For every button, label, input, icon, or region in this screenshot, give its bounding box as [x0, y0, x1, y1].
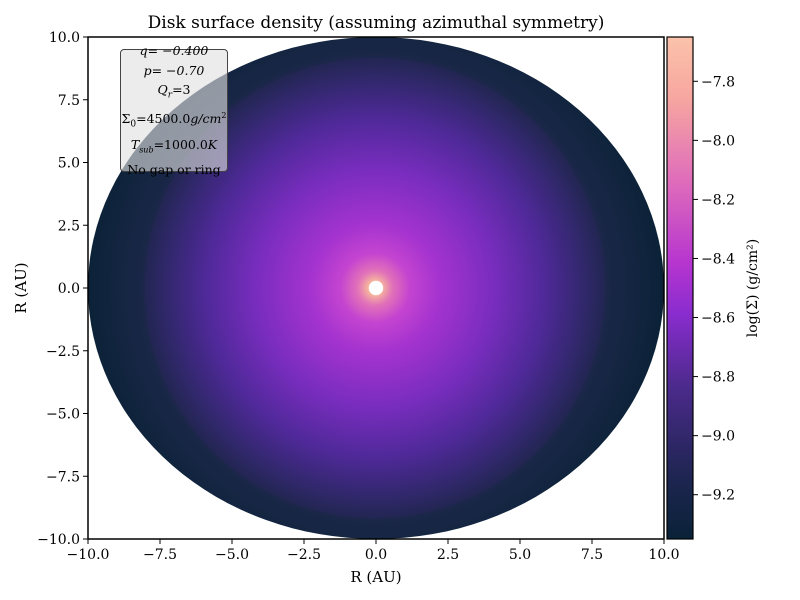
y-axis-label: R (AU): [12, 262, 30, 313]
y-tick-label: 7.5: [58, 93, 80, 109]
y-tick-label: −7.5: [46, 469, 80, 485]
y-axis-ticks: 10.0 7.5 5.0 2.5 0.0 −2.5 −5.0 −7.5 −10.0: [37, 30, 88, 548]
x-tick-label: 7.5: [581, 547, 603, 563]
x-tick-label: 5.0: [509, 547, 531, 563]
y-tick-label: −5.0: [46, 407, 80, 423]
param-sigma0: Σ0=4500.0g/cm2: [121, 111, 227, 130]
colorbar-tick-label: −8.8: [701, 370, 735, 386]
y-tick-label: 10.0: [49, 30, 80, 46]
param-tsub: Tsub=1000.0K: [130, 137, 218, 155]
plot-area: [88, 37, 664, 539]
colorbar-tick-label: −8.0: [701, 133, 735, 149]
colorbar-label: log(Σ) (g/cm²): [745, 239, 761, 337]
chart-title: Disk surface density (assuming azimuthal…: [148, 13, 605, 33]
colorbar-tick-label: −8.6: [701, 311, 735, 327]
param-q: q= −0.400: [139, 43, 209, 59]
param-note: No gap or ring: [127, 162, 221, 178]
param-p: p= −0.70: [143, 62, 205, 78]
y-tick-label: −10.0: [37, 532, 80, 548]
parameter-box: q= −0.400 p= −0.70 Qr=3 Σ0=4500.0g/cm2 T…: [120, 43, 228, 177]
colorbar-ticks: −7.8 −8.0 −8.2 −8.4 −8.6 −8.8 −9.0 −9.2: [693, 74, 735, 504]
param-qr: Qr=3: [157, 82, 191, 101]
colorbar-tick-label: −8.4: [701, 251, 735, 267]
x-tick-label: 0.0: [365, 547, 387, 563]
y-tick-label: −2.5: [46, 344, 80, 360]
x-axis-ticks: −10.0 −7.5 −5.0 −2.5 0.0 2.5 5.0 7.5 10.0: [67, 539, 680, 563]
colorbar-tick-label: −9.2: [701, 488, 735, 504]
x-tick-label: −7.5: [143, 547, 177, 563]
colorbar-tick-label: −7.8: [701, 74, 735, 90]
y-tick-label: 5.0: [58, 156, 80, 172]
inner-hole: [368, 280, 384, 296]
y-tick-label: 2.5: [58, 218, 80, 234]
colorbar-tick-label: −9.0: [701, 429, 735, 445]
x-axis-label: R (AU): [350, 568, 401, 586]
x-tick-label: −2.5: [287, 547, 321, 563]
x-tick-label: −5.0: [215, 547, 249, 563]
x-tick-label: 10.0: [648, 547, 679, 563]
colorbar-tick-label: −8.2: [701, 192, 735, 208]
colorbar: [666, 36, 694, 540]
x-tick-label: −10.0: [67, 547, 110, 563]
x-tick-label: 2.5: [437, 547, 459, 563]
y-tick-label: 0.0: [58, 281, 80, 297]
